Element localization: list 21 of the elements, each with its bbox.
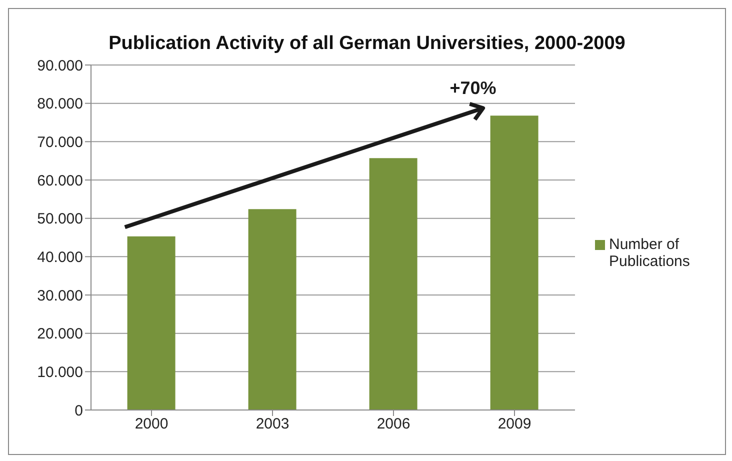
y-tick-label: 60.000: [37, 172, 83, 190]
chart-title: Publication Activity of all German Universities, 2000-2009: [108, 33, 626, 55]
x-tick-label: 2003: [256, 416, 290, 433]
y-tick-label: 80.000: [37, 96, 83, 113]
y-tick-label: 90.000: [37, 57, 83, 74]
legend-label: Number of Publications: [609, 236, 691, 270]
bar: [248, 209, 296, 410]
y-tick-label: 40.000: [37, 248, 83, 266]
y-tick-label: 10.000: [37, 364, 83, 381]
y-tick-label: 0: [74, 402, 83, 420]
y-tick-label: 70.000: [37, 134, 83, 151]
x-tick-label: 2009: [498, 416, 532, 433]
bar: [369, 158, 418, 410]
bar: [490, 116, 538, 410]
y-tick-label: 30.000: [37, 287, 83, 304]
bar: [127, 236, 176, 410]
y-tick-label: 20.000: [37, 326, 83, 343]
x-tick-label: 2006: [376, 416, 410, 433]
x-tick-label: 2000: [134, 416, 168, 433]
y-tick-label: 50.000: [37, 210, 83, 228]
annotation: +70%: [450, 78, 496, 98]
